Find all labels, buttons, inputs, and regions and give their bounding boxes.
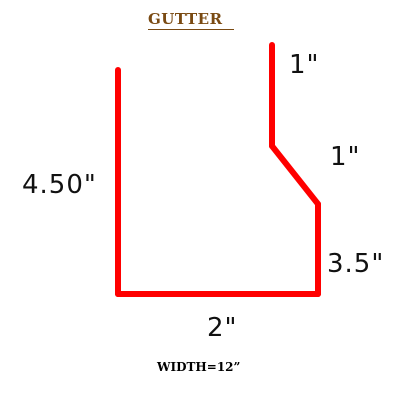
right-height-label: 3.5" [327, 249, 385, 279]
top-lip-label: 1" [289, 50, 320, 80]
width-note: WIDTH=12” [157, 360, 241, 374]
gutter-slant-line [269, 143, 321, 207]
slant-label: 1" [330, 142, 361, 172]
bottom-width-label: 2" [207, 313, 238, 343]
diagram-title: GUTTER [148, 10, 223, 28]
title-underline [148, 29, 234, 30]
left-height-label: 4.50" [22, 170, 97, 200]
